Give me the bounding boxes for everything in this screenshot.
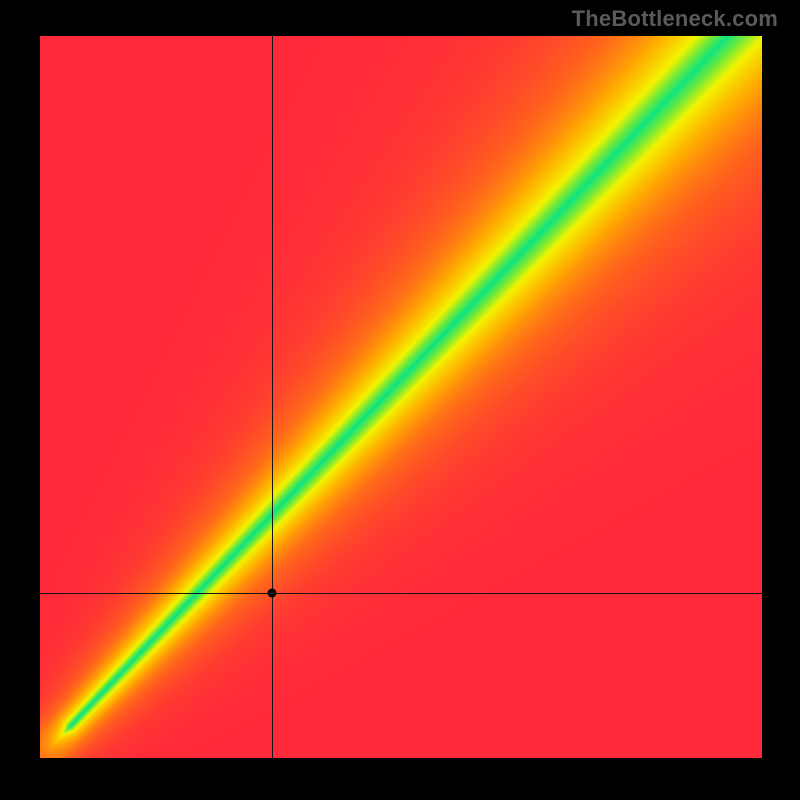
plot-area (40, 36, 762, 758)
crosshair-horizontal (40, 593, 762, 594)
crosshair-vertical (272, 36, 273, 758)
heatmap-canvas (40, 36, 762, 758)
chart-container: TheBottleneck.com (0, 0, 800, 800)
marker-point (268, 588, 277, 597)
watermark: TheBottleneck.com (572, 6, 778, 32)
